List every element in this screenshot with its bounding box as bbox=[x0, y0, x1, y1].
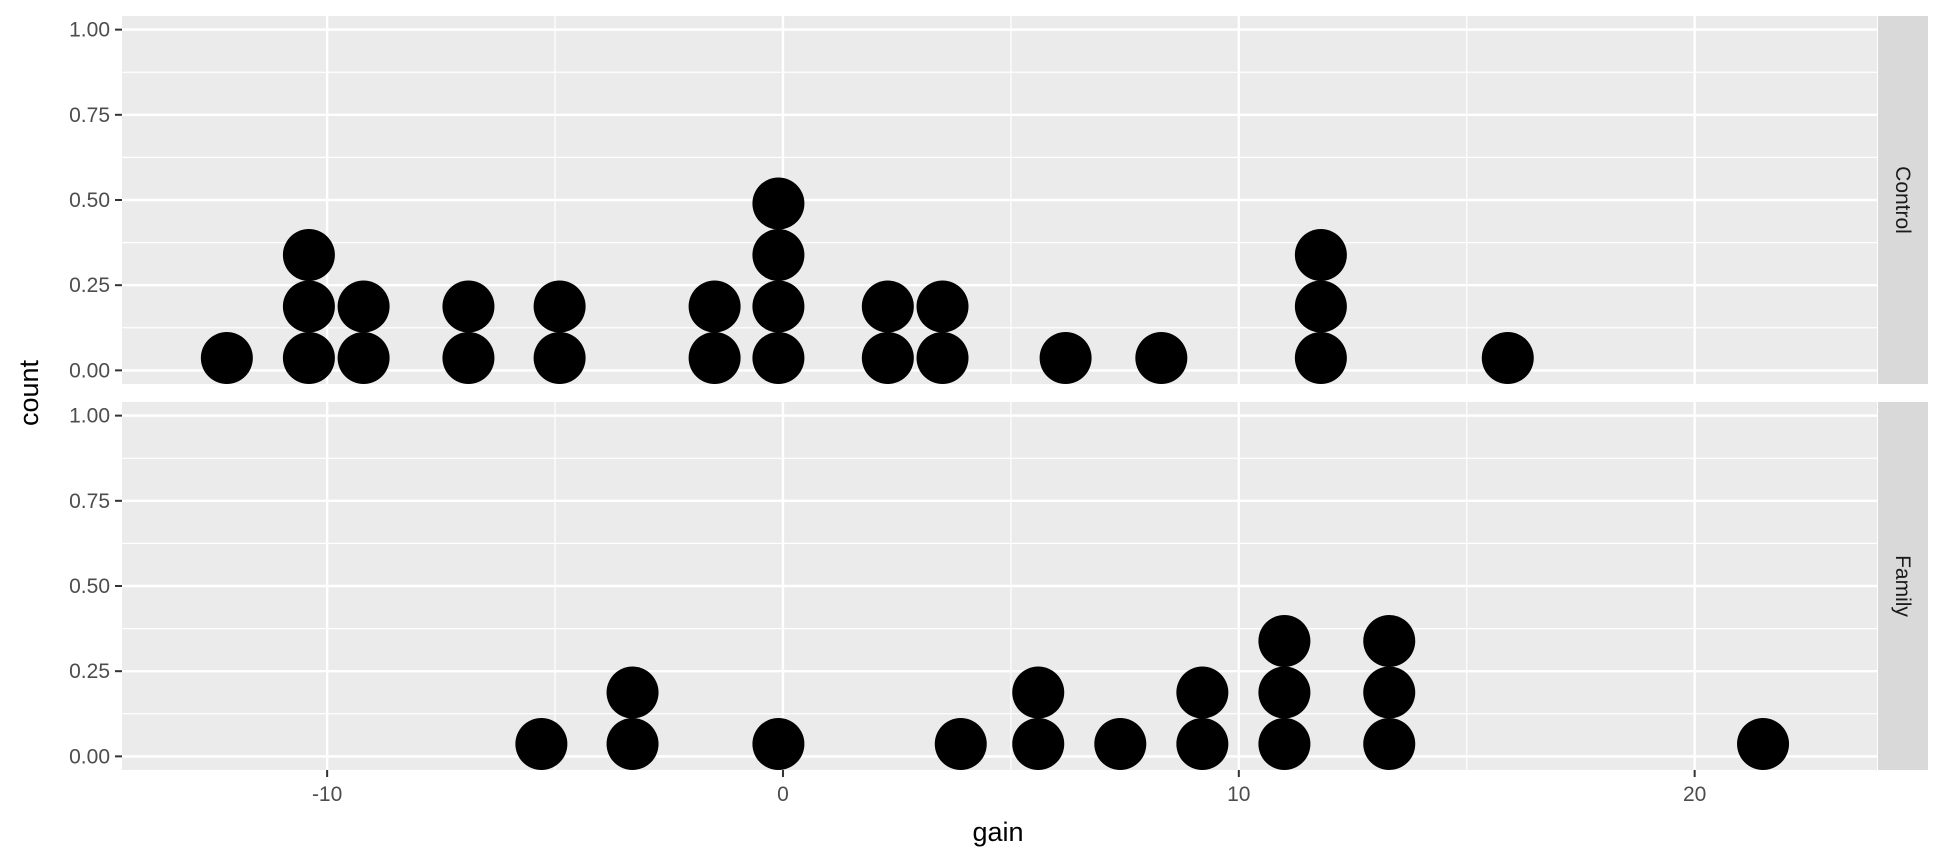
x-tick-label: 20 bbox=[1683, 783, 1706, 806]
y-tick-label: 0.00 bbox=[69, 359, 110, 382]
data-dot bbox=[752, 332, 805, 384]
data-dot bbox=[1294, 332, 1347, 384]
data-dot bbox=[688, 332, 741, 384]
y-tick-label: 0.00 bbox=[69, 745, 110, 768]
data-dot bbox=[533, 280, 586, 333]
data-dot bbox=[752, 718, 805, 770]
x-axis-title: gain bbox=[972, 817, 1023, 847]
data-dot bbox=[752, 280, 805, 333]
dots bbox=[515, 615, 1790, 770]
data-dot bbox=[1363, 615, 1416, 667]
data-dot bbox=[606, 718, 659, 770]
panel-family: 0.00 0.25 0.50 0.75 1.00 Family bbox=[69, 402, 1928, 770]
panels: 0.000.250.500.751.00Control0.000.250.500… bbox=[69, 16, 1928, 770]
data-dot bbox=[1294, 280, 1347, 333]
data-dot bbox=[1258, 718, 1311, 770]
x-axis: -10 0 10 20 bbox=[312, 770, 1706, 806]
facet-strip bbox=[1878, 402, 1928, 770]
data-dot bbox=[1737, 718, 1790, 770]
facet-strip-label: Family bbox=[1891, 555, 1914, 617]
x-tick-label: -10 bbox=[312, 783, 342, 806]
y-tick-label: 0.50 bbox=[69, 189, 110, 212]
data-dot bbox=[752, 229, 805, 281]
facet-strip bbox=[1878, 16, 1928, 384]
y-tick-label: 1.00 bbox=[69, 405, 110, 428]
data-dot bbox=[1258, 615, 1311, 667]
data-dot bbox=[442, 280, 495, 333]
data-dot bbox=[1176, 666, 1229, 719]
data-dot bbox=[606, 666, 659, 719]
data-dot bbox=[1481, 332, 1534, 384]
data-dot bbox=[282, 229, 335, 281]
data-dot bbox=[752, 177, 805, 230]
data-dot bbox=[337, 280, 390, 333]
y-tick-label: 0.25 bbox=[69, 660, 110, 683]
data-dot bbox=[442, 332, 495, 384]
data-dot bbox=[533, 332, 586, 384]
y-tick-label: 0.50 bbox=[69, 575, 110, 598]
y-tick-label: 0.25 bbox=[69, 274, 110, 297]
y-axis-title: count bbox=[14, 359, 44, 426]
data-dot bbox=[1012, 666, 1065, 719]
data-dot bbox=[861, 332, 914, 384]
data-dot bbox=[861, 280, 914, 333]
data-dot bbox=[1258, 666, 1311, 719]
data-dot bbox=[916, 332, 969, 384]
panel-control: 0.00 0.25 0.50 0.75 1.00 Control bbox=[69, 16, 1928, 384]
data-dot bbox=[515, 718, 568, 770]
data-dot bbox=[282, 332, 335, 384]
data-dot bbox=[1094, 718, 1147, 770]
data-dot bbox=[688, 280, 741, 333]
y-tick-label: 1.00 bbox=[69, 19, 110, 42]
data-dot bbox=[934, 718, 987, 770]
x-tick-label: 0 bbox=[777, 783, 789, 806]
x-tick-label: 10 bbox=[1227, 783, 1250, 806]
dots bbox=[200, 177, 1534, 384]
data-dot bbox=[1363, 666, 1416, 719]
data-dot bbox=[200, 332, 253, 384]
data-dot bbox=[337, 332, 390, 384]
y-tick-label: 0.75 bbox=[69, 490, 110, 513]
data-dot bbox=[1135, 332, 1188, 384]
y-tick-label: 0.75 bbox=[69, 104, 110, 127]
data-dot bbox=[916, 280, 969, 333]
data-dot bbox=[1363, 718, 1416, 770]
data-dot bbox=[1294, 229, 1347, 281]
data-dot bbox=[282, 280, 335, 333]
data-dot bbox=[1012, 718, 1065, 770]
data-dot bbox=[1039, 332, 1092, 384]
facet-strip-label: Control bbox=[1891, 166, 1914, 234]
data-dot bbox=[1176, 718, 1229, 770]
